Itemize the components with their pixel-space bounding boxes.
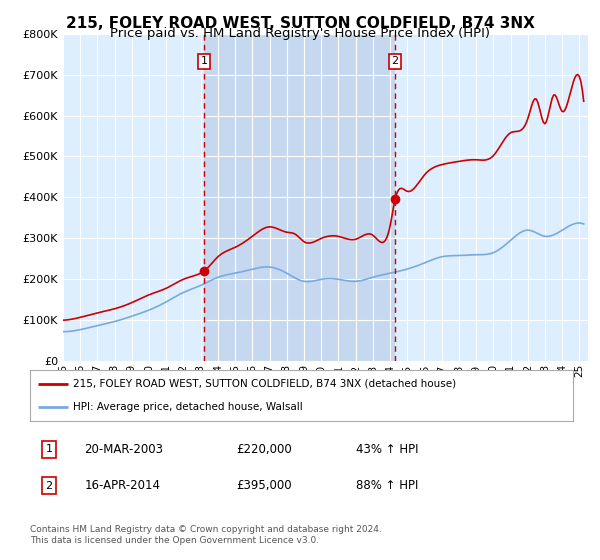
Text: 88% ↑ HPI: 88% ↑ HPI [356,479,418,492]
Text: Contains HM Land Registry data © Crown copyright and database right 2024.
This d: Contains HM Land Registry data © Crown c… [30,525,382,545]
Text: 2: 2 [46,480,53,491]
Text: Price paid vs. HM Land Registry's House Price Index (HPI): Price paid vs. HM Land Registry's House … [110,27,490,40]
Bar [204,34,395,361]
Text: 215, FOLEY ROAD WEST, SUTTON COLDFIELD, B74 3NX (detached house): 215, FOLEY ROAD WEST, SUTTON COLDFIELD, … [73,379,457,389]
Text: 1: 1 [46,444,53,454]
Text: 16-APR-2014: 16-APR-2014 [85,479,160,492]
Text: £395,000: £395,000 [236,479,292,492]
Text: £220,000: £220,000 [236,443,292,456]
Text: 1: 1 [200,57,208,67]
Text: 2: 2 [391,57,398,67]
Text: 43% ↑ HPI: 43% ↑ HPI [356,443,418,456]
Text: 20-MAR-2003: 20-MAR-2003 [85,443,163,456]
Text: 215, FOLEY ROAD WEST, SUTTON COLDFIELD, B74 3NX: 215, FOLEY ROAD WEST, SUTTON COLDFIELD, … [65,16,535,31]
Text: HPI: Average price, detached house, Walsall: HPI: Average price, detached house, Wals… [73,402,303,412]
